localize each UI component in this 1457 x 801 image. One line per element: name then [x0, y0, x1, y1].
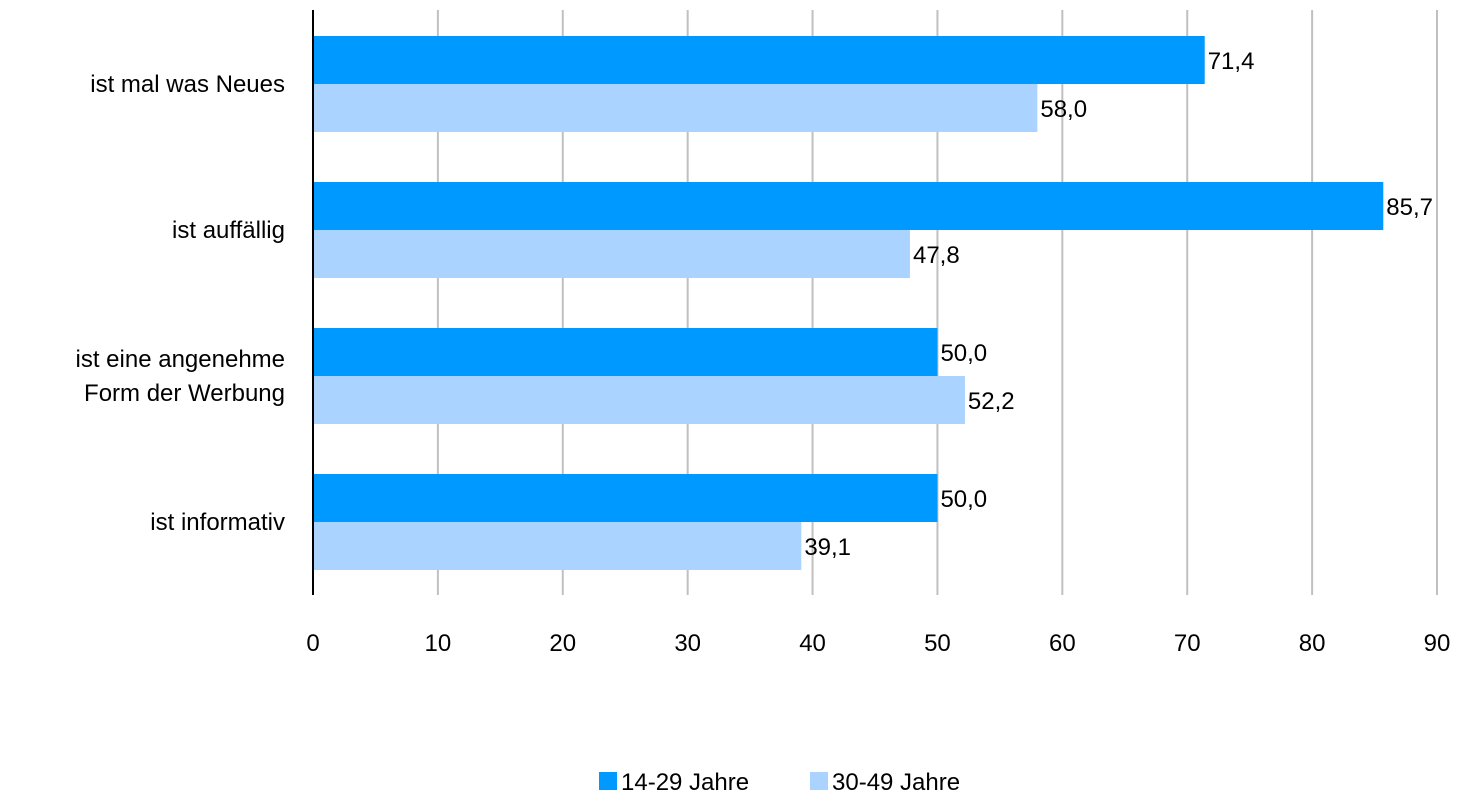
category-label: ist mal was Neues — [90, 71, 285, 98]
data-label: 47,8 — [913, 242, 960, 269]
legend-label: 14-29 Jahre — [621, 769, 749, 796]
data-label: 58,0 — [1040, 96, 1087, 123]
bar — [313, 376, 965, 424]
data-label: 71,4 — [1208, 48, 1255, 75]
bars: 71,4 58,0 85,7 47,8 50,0 52,2 50,0 39,1 — [313, 36, 1433, 570]
legend-label: 30-49 Jahre — [832, 769, 960, 796]
legend: 14-29 Jahre 30-49 Jahre — [599, 769, 960, 796]
bar — [313, 230, 910, 278]
category-label: ist auffällig — [172, 217, 285, 244]
data-label: 85,7 — [1386, 194, 1433, 221]
category-label: ist eine angenehme — [76, 346, 285, 373]
legend-swatch — [599, 772, 617, 790]
x-tick-label: 90 — [1424, 630, 1451, 657]
x-tick-label: 20 — [549, 630, 576, 657]
x-tick-label: 30 — [674, 630, 701, 657]
x-tick-label: 40 — [799, 630, 826, 657]
category-label: ist informativ — [150, 509, 285, 536]
bar — [313, 182, 1384, 230]
legend-swatch — [810, 772, 828, 790]
x-tick-label: 60 — [1049, 630, 1076, 657]
x-tick-label: 10 — [425, 630, 452, 657]
data-label: 50,0 — [940, 486, 987, 513]
bar — [313, 84, 1038, 132]
data-label: 39,1 — [804, 534, 851, 561]
data-label: 50,0 — [940, 340, 987, 367]
bar — [313, 36, 1205, 84]
bar — [313, 474, 938, 522]
axes: 0 10 20 30 40 50 60 70 80 90 ist mal was Neues ist … — [76, 10, 1451, 657]
bar — [313, 328, 938, 376]
x-tick-label: 70 — [1174, 630, 1201, 657]
x-tick-label: 0 — [306, 630, 319, 657]
x-tick-label: 80 — [1299, 630, 1326, 657]
x-tick-label: 50 — [924, 630, 951, 657]
category-label: Form der Werbung — [84, 380, 285, 407]
bar — [313, 522, 802, 570]
data-label: 52,2 — [968, 388, 1015, 415]
